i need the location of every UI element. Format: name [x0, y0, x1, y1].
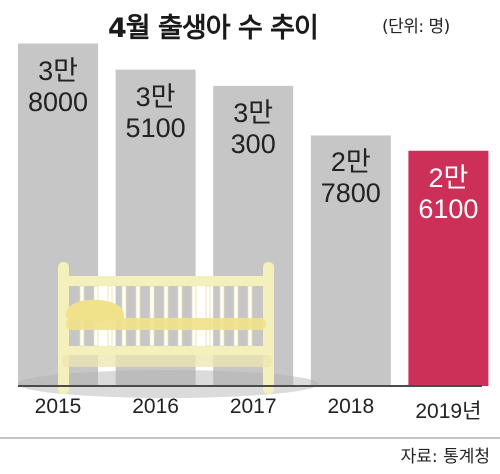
value-label-2018: 2만 7800 — [311, 147, 391, 209]
crib-bottom-rail — [62, 346, 272, 355]
value-label-line: 2만 — [330, 147, 371, 178]
value-label-line: 3만 — [38, 55, 78, 86]
bar-2018 — [310, 135, 391, 386]
crib-top-rail — [62, 276, 272, 286]
crib-shadow — [18, 370, 318, 398]
x-tick-label: 2018 — [327, 395, 375, 418]
value-label-line: 3만 — [233, 97, 274, 128]
crib-slat — [149, 285, 155, 347]
crib-slat — [163, 285, 169, 347]
chart-header: 4월 출생아 수 추이 (단위: 명) — [0, 6, 500, 44]
crib-mattress — [66, 318, 266, 330]
x-tick-label: 2017 — [229, 395, 277, 418]
unit-note: (단위: 명) — [382, 17, 450, 37]
value-label-line: 3만 — [135, 81, 176, 112]
crib-slat — [191, 285, 197, 347]
crib-slat — [247, 285, 253, 347]
crib-slat — [135, 285, 141, 347]
x-tick-label: 2015 — [34, 395, 82, 418]
value-label-line: 300 — [230, 128, 276, 159]
x-tick-label: 2019년 — [415, 400, 482, 423]
value-label-line: 8000 — [27, 86, 89, 117]
crib-slat — [177, 285, 183, 347]
value-label-line: 5100 — [125, 112, 186, 143]
value-label-2017: 3만 300 — [213, 98, 293, 160]
crib-slat — [205, 285, 211, 347]
bar-2019년 — [408, 150, 489, 386]
value-label-2015: 3만 8000 — [18, 56, 98, 118]
value-label-line: 2만 — [428, 162, 469, 193]
crib-base — [62, 355, 272, 367]
crib-illustration — [18, 262, 318, 398]
source-note: 자료: 통계청 — [400, 447, 490, 467]
value-label-2016: 3만 5100 — [116, 82, 196, 144]
x-tick-label: 2016 — [132, 395, 179, 418]
crib-slat — [233, 285, 239, 347]
crib-pillow — [66, 299, 125, 321]
value-label-line: 7800 — [320, 178, 381, 209]
bar-2017 — [213, 85, 294, 387]
crib-slat — [219, 285, 225, 347]
value-label-2019년: 2만 6100 — [408, 163, 488, 225]
chart-title: 4월 출생아 수 추이 — [108, 13, 319, 44]
value-label-line: 6100 — [418, 193, 479, 224]
